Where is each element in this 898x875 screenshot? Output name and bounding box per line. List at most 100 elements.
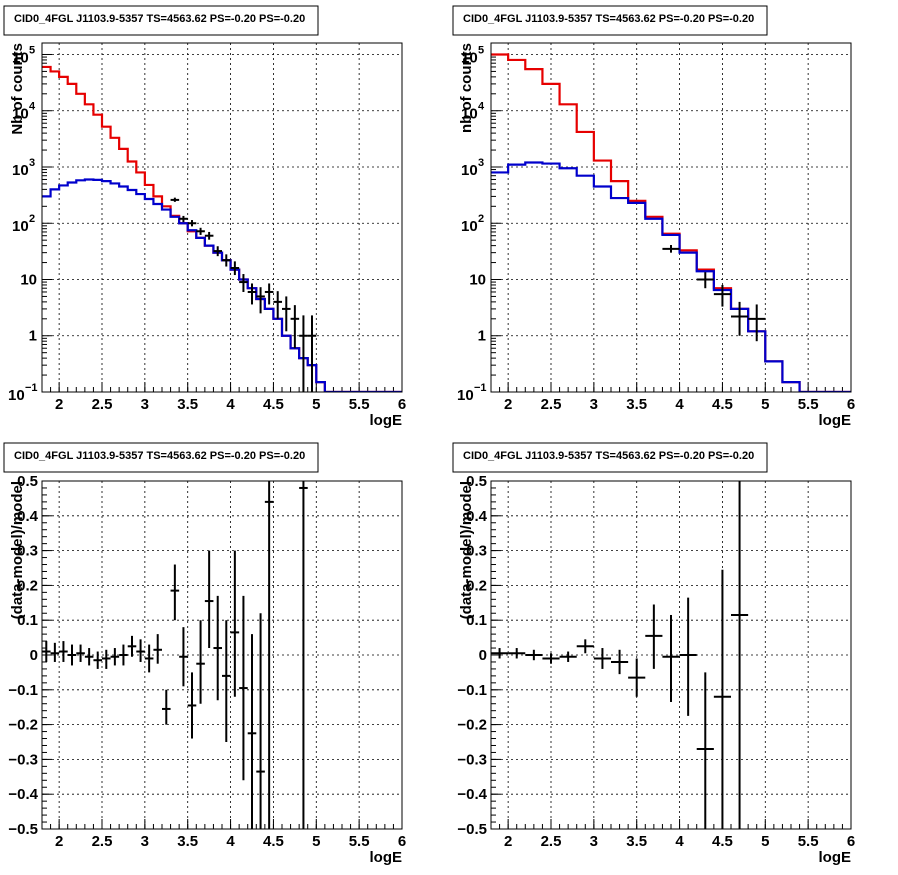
y-tick-label: −0.5: [457, 821, 487, 838]
y-tick-label: 0.3: [466, 543, 487, 560]
plot-frame-top: [490, 42, 852, 393]
series-2-histogram: [491, 161, 851, 392]
x-axis-title: logE: [819, 412, 852, 429]
x-tick-label: 2.5: [92, 396, 113, 413]
plot-frame: [490, 42, 852, 393]
x-tick-label: 5.5: [798, 396, 819, 413]
x-tick-label: 2.5: [541, 396, 562, 413]
plot-frame-top: [41, 480, 403, 830]
y-tick-label: −0.2: [8, 717, 38, 734]
y-tick-base: 10: [461, 162, 478, 179]
x-axis-title: logE: [370, 849, 403, 866]
y-tick-label: 0: [479, 647, 487, 664]
y-tick-base: 10: [12, 218, 29, 235]
chart-panel-3: CID0_4FGL J1103.9-5357 TS=4563.62 PS=-0.…: [3, 442, 406, 866]
data-layer: [42, 481, 308, 829]
x-tick-label: 5.5: [798, 833, 819, 850]
x-tick-label: 4: [675, 396, 684, 413]
y-tick-exponent: 2: [478, 213, 484, 225]
y-tick-label: −0.3: [457, 751, 487, 768]
x-axis-title: logE: [370, 412, 403, 429]
y-tick-exponent: −1: [474, 382, 487, 394]
y-tick-label: −0.2: [457, 717, 487, 734]
y-tick-label: −0.4: [8, 786, 38, 803]
title-box: [3, 442, 319, 473]
x-tick-label: 4: [226, 833, 235, 850]
y-tick-label: −0.3: [8, 751, 38, 768]
x-tick-label: 3: [590, 833, 598, 850]
y-tick-exponent: 3: [29, 157, 35, 169]
x-tick-label: 6: [847, 833, 855, 850]
y-axis-title: nb of counts: [458, 43, 475, 133]
title-box: [452, 442, 768, 473]
x-tick-label: 3: [141, 396, 149, 413]
x-tick-label: 2: [55, 833, 63, 850]
x-tick-label: 5: [761, 396, 769, 413]
plot-frame-top: [490, 480, 852, 830]
x-tick-label: 5.5: [349, 396, 370, 413]
x-tick-label: 4.5: [263, 396, 284, 413]
y-tick-exponent: 4: [29, 101, 36, 113]
y-tick-exponent: 5: [478, 44, 484, 56]
y-tick-label: −0.5: [8, 821, 38, 838]
y-tick-label: −0.1: [8, 682, 38, 699]
x-tick-label: 3.5: [626, 833, 647, 850]
y-tick-label: 1: [29, 328, 37, 345]
chart-panel-1: CID0_4FGL J1103.9-5357 TS=4563.62 PS=-0.…: [3, 5, 406, 429]
x-axis-title: logE: [819, 849, 852, 866]
y-tick-base: 10: [461, 49, 478, 66]
y-tick-exponent: 4: [478, 101, 485, 113]
chart-title: CID0_4FGL J1103.9-5357 TS=4563.62 PS=-0.…: [463, 13, 754, 25]
y-tick-base: 10: [12, 106, 29, 123]
x-tick-label: 2.5: [92, 833, 113, 850]
x-tick-label: 6: [847, 396, 855, 413]
chart-title: CID0_4FGL J1103.9-5357 TS=4563.62 PS=-0.…: [14, 13, 305, 25]
x-tick-label: 3.5: [177, 396, 198, 413]
y-tick-label: −0.1: [457, 682, 487, 699]
x-tick-label: 3: [141, 833, 149, 850]
y-tick-base: 10: [12, 49, 29, 66]
y-tick-base: 10: [461, 106, 478, 123]
x-tick-label: 5: [312, 396, 320, 413]
y-tick-label: 0.1: [17, 612, 38, 629]
x-tick-label: 6: [398, 396, 406, 413]
x-tick-label: 4: [226, 396, 235, 413]
y-tick-base: 10: [12, 162, 29, 179]
x-tick-label: 2: [504, 396, 512, 413]
y-tick-label: 10: [20, 271, 37, 288]
y-tick-label: 0.2: [17, 577, 38, 594]
data-layer: [491, 481, 749, 829]
y-tick-exponent: −1: [25, 382, 38, 394]
x-tick-label: 6: [398, 833, 406, 850]
y-axis-title: (data-model)/model: [458, 481, 475, 619]
y-axis-title: Nb of counts: [9, 43, 26, 135]
y-axis-title: (data-model)/model: [9, 481, 26, 619]
y-tick-label: 10: [469, 271, 486, 288]
x-tick-label: 4.5: [712, 396, 733, 413]
y-tick-label: 0.3: [17, 543, 38, 560]
plot-frame: [41, 42, 403, 393]
data-layer: [491, 53, 851, 392]
y-tick-exponent: 5: [29, 44, 35, 56]
chart-panel-4: CID0_4FGL J1103.9-5357 TS=4563.62 PS=-0.…: [452, 442, 855, 866]
x-tick-label: 5: [761, 833, 769, 850]
x-tick-label: 3.5: [177, 833, 198, 850]
chart-panel-2: CID0_4FGL J1103.9-5357 TS=4563.62 PS=-0.…: [452, 5, 855, 429]
title-box: [452, 5, 768, 36]
x-tick-label: 3.5: [626, 396, 647, 413]
title-box: [3, 5, 319, 36]
y-tick-exponent: 2: [29, 213, 35, 225]
x-tick-label: 5.5: [349, 833, 370, 850]
y-tick-label: 0: [30, 647, 38, 664]
y-tick-label: 0.4: [466, 508, 488, 525]
y-tick-base: 10: [457, 387, 474, 404]
y-tick-label: 0.1: [466, 612, 487, 629]
y-tick-base: 10: [461, 218, 478, 235]
y-tick-label: 0.5: [17, 473, 38, 490]
data-layer: [42, 65, 402, 392]
x-tick-label: 2.5: [541, 833, 562, 850]
chart-title: CID0_4FGL J1103.9-5357 TS=4563.62 PS=-0.…: [14, 450, 305, 462]
x-tick-label: 3: [590, 396, 598, 413]
y-tick-exponent: 3: [478, 157, 484, 169]
